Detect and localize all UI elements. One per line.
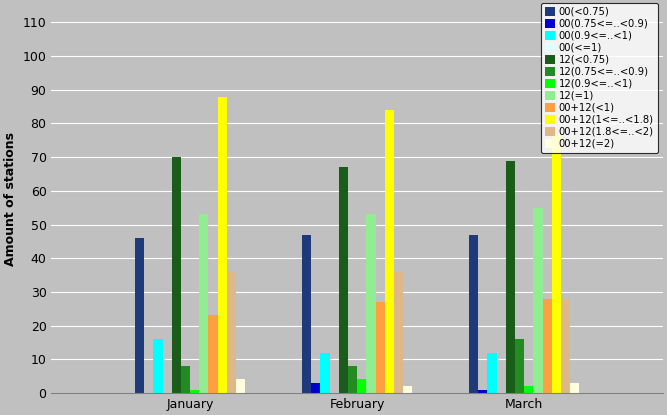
Bar <box>542 299 552 393</box>
Bar <box>506 161 515 393</box>
Bar <box>190 390 199 393</box>
Bar <box>534 208 542 393</box>
Bar <box>153 339 163 393</box>
Bar <box>302 234 311 393</box>
Bar <box>217 97 227 393</box>
Bar <box>320 353 329 393</box>
Bar <box>515 339 524 393</box>
Bar <box>209 315 217 393</box>
Bar <box>181 366 190 393</box>
Bar <box>376 302 385 393</box>
Bar <box>403 386 412 393</box>
Bar <box>227 272 236 393</box>
Bar <box>385 110 394 393</box>
Bar <box>366 215 376 393</box>
Bar <box>348 366 357 393</box>
Bar <box>469 234 478 393</box>
Bar <box>524 386 534 393</box>
Bar <box>570 383 580 393</box>
Bar <box>311 383 320 393</box>
Bar <box>478 390 488 393</box>
Bar <box>357 379 366 393</box>
Bar <box>488 353 497 393</box>
Bar <box>339 167 348 393</box>
Bar <box>199 215 209 393</box>
Legend: 00(<0.75), 00(0.75<=..<0.9), 00(0.9<=..<1), 00(<=1), 12(<0.75), 12(0.75<=..<0.9): 00(<0.75), 00(0.75<=..<0.9), 00(0.9<=..<… <box>541 3 658 153</box>
Bar <box>236 379 245 393</box>
Bar <box>561 299 570 393</box>
Bar <box>394 272 403 393</box>
Bar <box>552 134 561 393</box>
Bar <box>135 238 144 393</box>
Bar <box>171 157 181 393</box>
Y-axis label: Amount of stations: Amount of stations <box>4 132 17 266</box>
